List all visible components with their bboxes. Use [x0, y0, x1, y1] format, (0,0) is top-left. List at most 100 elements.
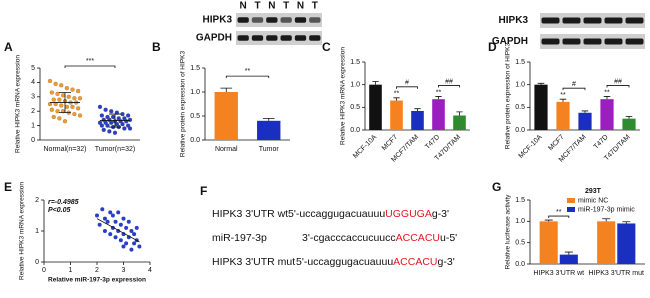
- data-point: [124, 119, 129, 124]
- y-tick-label: 0.0: [515, 261, 525, 268]
- x-axis-title: Relative miR-197-3p expression: [48, 277, 146, 284]
- annotation: **: [394, 91, 400, 98]
- blot-band: [562, 38, 581, 45]
- error-bar: [622, 221, 631, 224]
- y-tick-label: 2: [35, 197, 39, 204]
- bar: [390, 100, 403, 130]
- data-point: [132, 232, 137, 237]
- stat-label: P<0.05: [48, 207, 70, 214]
- data-point: [99, 123, 104, 128]
- error-bar: [537, 82, 545, 85]
- blot-band: [541, 38, 560, 45]
- legend-swatch: [567, 207, 575, 212]
- panel-label: B: [152, 40, 161, 54]
- data-point: [121, 244, 126, 249]
- blot-band: [625, 38, 644, 45]
- sequence: 3'-cgacccaccucuuccACCACUu-5': [302, 232, 457, 244]
- data-point: [99, 113, 104, 118]
- y-tick-label: 4: [31, 79, 35, 86]
- data-point: [113, 235, 118, 240]
- sd-bar: [59, 92, 71, 114]
- y-axis-title: Relative luciferase activity: [505, 194, 512, 270]
- sequence-name: HIPK3 3'UTR wt: [212, 208, 288, 220]
- data-point: [118, 222, 123, 227]
- blot-band: [251, 17, 264, 23]
- blot-strip: [236, 31, 322, 45]
- blot-band: [309, 35, 321, 41]
- significance-bracket: [64, 65, 116, 68]
- bar: [556, 101, 570, 130]
- data-point: [113, 219, 118, 224]
- y-tick-label: 0.0: [515, 127, 525, 134]
- bar: [559, 254, 578, 264]
- legend-label: miR-197-3p mimic: [578, 206, 635, 213]
- y-tick-label: 1.5: [515, 59, 525, 66]
- x-tick-label: T47D: [593, 134, 610, 151]
- data-point: [55, 91, 60, 97]
- x-tick-label: Tumor: [259, 146, 280, 153]
- y-axis-title: Relative HIPK3 mRNA expression: [19, 182, 26, 280]
- panel-label: D: [488, 40, 497, 54]
- data-point: [76, 88, 81, 94]
- bar: [578, 112, 592, 130]
- x-tick-label: MCF7: [547, 134, 565, 152]
- data-point: [97, 104, 103, 109]
- data-point: [51, 114, 56, 120]
- y-tick-label: 2: [31, 108, 35, 115]
- panel-label: F: [200, 184, 207, 198]
- y-tick-label: 1: [31, 122, 35, 129]
- blot-band: [266, 35, 278, 41]
- error-bar: [262, 118, 275, 121]
- data-point: [59, 103, 64, 108]
- sequence: 5'-uccaggugacuauuuACCACUg-3': [296, 256, 455, 268]
- data-point: [120, 122, 125, 127]
- blot-label: GAPDH: [492, 36, 528, 47]
- y-axis-title: Relative protein expression of HIPK3: [180, 51, 187, 158]
- annotation: **: [436, 89, 442, 96]
- significance-bracket: [606, 85, 630, 88]
- data-point: [121, 216, 126, 221]
- data-point: [76, 106, 81, 111]
- x-tick-label: 3: [122, 267, 126, 274]
- bar: [453, 115, 466, 130]
- panel-label: E: [4, 180, 12, 194]
- y-tick-label: 1.5: [350, 59, 360, 66]
- blot-band: [625, 17, 644, 24]
- data-point: [116, 210, 121, 215]
- seed-site: ACCACU: [396, 232, 440, 244]
- blot-band: [604, 17, 623, 24]
- data-point: [108, 210, 113, 215]
- data-point: [57, 116, 62, 121]
- y-tick-label: 0: [35, 259, 39, 266]
- data-point: [59, 83, 64, 88]
- significance-bracket: [562, 87, 586, 91]
- data-point: [101, 127, 106, 133]
- blot-band: [280, 35, 292, 41]
- bar: [214, 92, 238, 140]
- blot-strip: [236, 13, 322, 27]
- annotation: **: [245, 68, 251, 75]
- x-tick-label: HIPK3 3'UTR wt: [533, 270, 584, 277]
- error-bar: [625, 116, 633, 119]
- data-point: [66, 94, 71, 99]
- annotation: **: [560, 92, 566, 99]
- significance-bracket: [548, 215, 570, 219]
- bar: [257, 120, 281, 140]
- bar: [539, 221, 558, 264]
- error-bar: [544, 219, 553, 222]
- data-point: [111, 114, 116, 120]
- data-point: [47, 78, 53, 84]
- annotation: ***: [86, 58, 94, 65]
- bar: [617, 223, 636, 264]
- data-point: [53, 101, 58, 107]
- stat-label: r=-0.4985: [48, 199, 79, 206]
- error-bar: [220, 87, 233, 92]
- significance-bracket: [396, 86, 418, 89]
- y-tick-label: 0.0: [350, 127, 360, 134]
- legend-label: mimic NC: [578, 197, 608, 204]
- annotation: ##: [614, 78, 622, 85]
- data-point: [62, 119, 68, 124]
- bar: [534, 84, 548, 130]
- x-tick-label: Normal: [215, 146, 238, 153]
